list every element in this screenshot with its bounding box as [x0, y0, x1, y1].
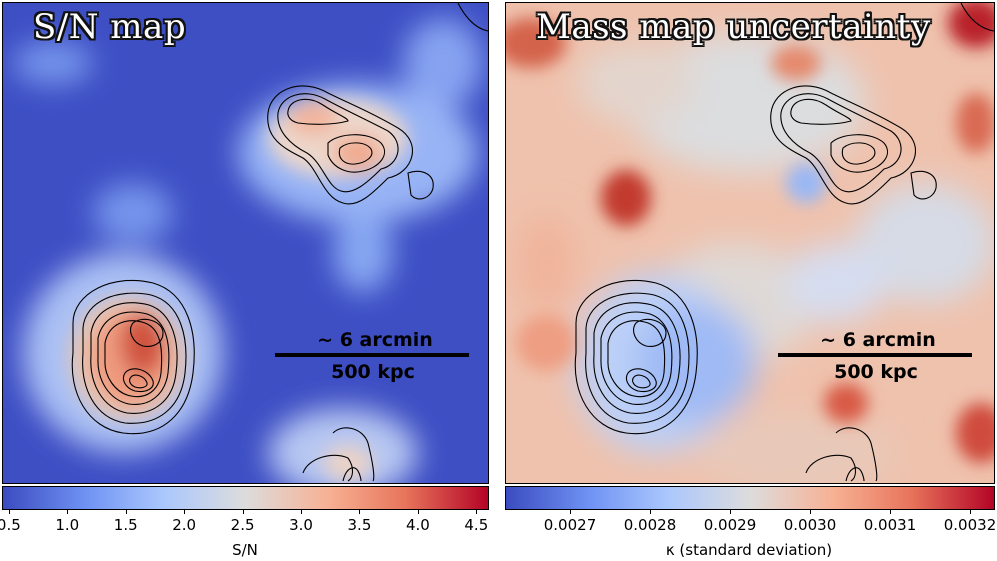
colorbar-tick-mark: [242, 509, 244, 514]
colorbar-tick-label: 1.5: [113, 516, 138, 534]
colorbar-tick-mark: [417, 509, 419, 514]
scale-bar-top-label: ~ 6 arcmin: [317, 329, 433, 351]
mass-map-uncertainty-image: Mass map uncertainty ~ 6 arcmin 500 kpc: [505, 2, 995, 484]
colorbar-tick-label: 3.0: [289, 516, 313, 534]
colorbar-tick-label: 2.0: [172, 516, 197, 534]
scale-bar-top-label: ~ 6 arcmin: [820, 329, 936, 351]
colorbar-tick-label: 0.0028: [623, 516, 677, 534]
colorbar-tick-mark: [125, 509, 127, 514]
colorbar-label: S/N: [232, 541, 258, 559]
colorbar-tick-mark: [8, 509, 10, 514]
colorbar-tick-label: 0.5: [0, 516, 21, 534]
colorbar-tick-label: 4.0: [405, 516, 430, 534]
colorbar-tick-label: 1.0: [55, 516, 80, 534]
colorbar-tick-label: 2.5: [230, 516, 255, 534]
colorbar-tick-mark: [359, 509, 361, 514]
panel-title: Mass map uncertainty: [536, 7, 931, 47]
colorbar: [505, 486, 995, 510]
colorbar-tick-label: 0.0027: [543, 516, 597, 534]
colorbar: [2, 486, 489, 510]
scale-bar-bottom-label: 500 kpc: [834, 361, 918, 383]
colorbar-label: κ (standard deviation): [665, 541, 833, 559]
colorbar-tick-label: 0.0031: [863, 516, 917, 534]
colorbar-tick-label: 3.5: [347, 516, 372, 534]
sn-map-image: S/N map ~ 6 arcmin 500 kpc: [2, 2, 489, 484]
colorbar-tick-mark: [730, 509, 731, 514]
colorbar-tick-mark: [890, 509, 891, 514]
colorbar-tick-mark: [810, 509, 811, 514]
scale-bar-bottom-label: 500 kpc: [331, 361, 415, 383]
scale-bar: [778, 353, 972, 357]
colorbar-tick-label: 0.0030: [783, 516, 837, 534]
colorbar-tick-mark: [67, 509, 69, 514]
colorbar-tick-label: 0.0032: [943, 516, 997, 534]
colorbar-tick-mark: [184, 509, 186, 514]
colorbar-tick-mark: [301, 509, 302, 514]
colorbar-tick-mark: [650, 509, 651, 514]
colorbar-tick-label: 4.5: [464, 516, 489, 534]
colorbar-tick-mark: [970, 509, 971, 514]
colorbar-tick-mark: [570, 509, 571, 514]
panel-title: S/N map: [33, 7, 187, 47]
colorbar-tick-mark: [476, 509, 478, 514]
colorbar-tick-label: 0.0029: [703, 516, 757, 534]
scale-bar: [275, 353, 469, 357]
